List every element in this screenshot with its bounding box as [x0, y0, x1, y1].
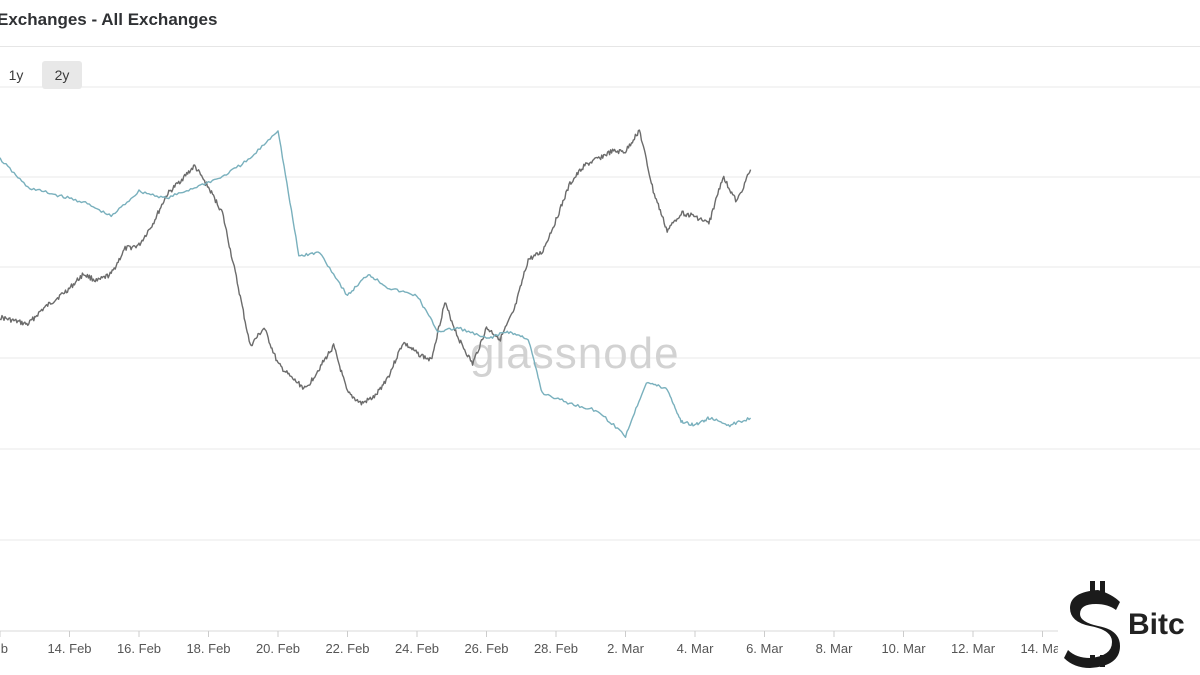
x-tick-label: 4. Mar — [677, 641, 715, 656]
x-tick-label: 10. Mar — [881, 641, 926, 656]
x-tick-label: 28. Feb — [534, 641, 578, 656]
x-tick-label: b — [1, 641, 8, 656]
brand-logo-text: Bitc — [1128, 608, 1185, 641]
series-lines — [0, 129, 752, 438]
range-button-2y[interactable]: 2y — [42, 61, 82, 89]
title-divider — [0, 46, 1200, 47]
x-tick-label: 14. Mar — [1020, 641, 1065, 656]
range-button-1y[interactable]: 1y — [8, 67, 24, 83]
chart-title: Exchanges - All Exchanges — [0, 10, 218, 29]
x-tick-label: 12. Mar — [951, 641, 996, 656]
x-tick-label: 14. Feb — [47, 641, 91, 656]
x-tick-label: 8. Mar — [816, 641, 854, 656]
x-tick-label: 24. Feb — [395, 641, 439, 656]
x-tick-label: 18. Feb — [186, 641, 230, 656]
grid-lines — [0, 86, 1200, 541]
watermark: glassnode — [470, 329, 680, 378]
x-axis-ticks: b 14. Feb 16. Feb 18. Feb 20. Feb 22. Feb 24. … — [0, 631, 1200, 656]
x-tick-label: 16. Feb — [117, 641, 161, 656]
series-line-teal — [0, 130, 752, 438]
bitcoin-s-icon — [1064, 581, 1120, 668]
series-line-gray — [0, 129, 752, 406]
brand-logo: Bitc — [1058, 580, 1200, 675]
x-tick-label: 20. Feb — [256, 641, 300, 656]
x-tick-label: 22. Feb — [325, 641, 369, 656]
x-tick-label: 6. Mar — [746, 641, 784, 656]
x-tick-label: 26. Feb — [464, 641, 508, 656]
x-tick-label: 2. Mar — [607, 641, 645, 656]
